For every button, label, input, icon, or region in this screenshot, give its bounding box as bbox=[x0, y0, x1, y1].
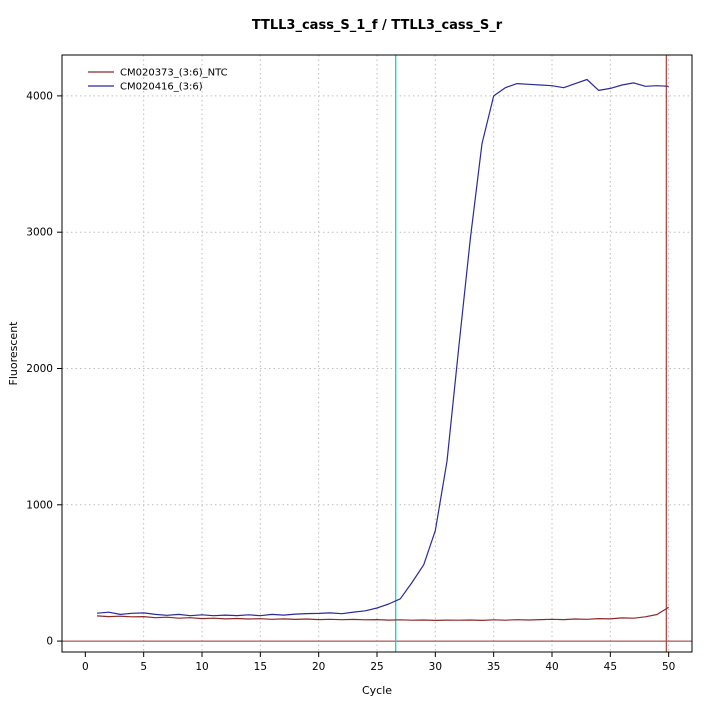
x-tick-label: 40 bbox=[545, 661, 558, 673]
x-tick-label: 25 bbox=[370, 661, 383, 673]
x-tick-label: 5 bbox=[140, 661, 147, 673]
legend-item-label: CM020373_(3:6)_NTC bbox=[120, 68, 228, 79]
y-axis-label: Fluorescent bbox=[7, 321, 20, 386]
x-tick-label: 30 bbox=[429, 661, 442, 673]
x-tick-label: 20 bbox=[312, 661, 325, 673]
x-tick-label: 50 bbox=[662, 661, 675, 673]
chart-title: TTLL3_cass_S_1_f / TTLL3_cass_S_r bbox=[252, 18, 503, 33]
y-tick-label: 2000 bbox=[26, 363, 53, 375]
legend: CM020373_(3:6)_NTC CM020416_(3:6) bbox=[88, 68, 228, 93]
y-tick-label: 1000 bbox=[26, 499, 53, 511]
x-tick-label: 15 bbox=[254, 661, 267, 673]
x-tick-label: 35 bbox=[487, 661, 500, 673]
series-line-CM020416_(3:6) bbox=[96, 78, 669, 617]
x-tick-label: 0 bbox=[82, 661, 89, 673]
legend-item-label: CM020416_(3:6) bbox=[120, 82, 203, 93]
y-tick-label: 4000 bbox=[26, 90, 53, 102]
series-line-CM020373_(3:6)_NTC bbox=[96, 606, 670, 622]
y-tick-label: 0 bbox=[46, 636, 53, 648]
y-tick-label: 3000 bbox=[26, 227, 53, 239]
x-tick-label: 45 bbox=[604, 661, 617, 673]
x-axis-label: Cycle bbox=[362, 684, 392, 697]
x-tick-label: 10 bbox=[195, 661, 208, 673]
